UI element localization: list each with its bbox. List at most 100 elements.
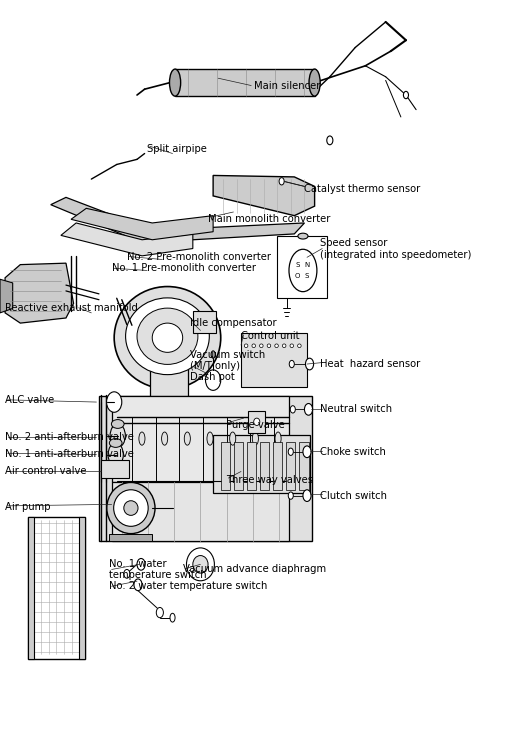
Text: No. 2 water temperature switch: No. 2 water temperature switch bbox=[109, 581, 267, 591]
Polygon shape bbox=[0, 279, 13, 313]
Bar bbox=[260, 442, 269, 490]
Text: S: S bbox=[295, 262, 300, 268]
Ellipse shape bbox=[275, 432, 281, 445]
Ellipse shape bbox=[137, 558, 145, 570]
Bar bbox=[101, 460, 130, 478]
Text: ALC valve: ALC valve bbox=[5, 395, 54, 405]
Ellipse shape bbox=[267, 344, 271, 347]
Ellipse shape bbox=[279, 178, 284, 185]
Ellipse shape bbox=[289, 360, 294, 368]
Ellipse shape bbox=[305, 404, 313, 415]
Text: No. 2 Pre-monolith converter: No. 2 Pre-monolith converter bbox=[127, 251, 271, 262]
Polygon shape bbox=[213, 175, 314, 216]
Text: No. 1 Pre-monolith converter: No. 1 Pre-monolith converter bbox=[112, 263, 255, 273]
Text: Main silencer: Main silencer bbox=[254, 80, 320, 91]
Text: N: N bbox=[304, 262, 310, 268]
Text: Neutral switch: Neutral switch bbox=[319, 404, 392, 414]
Text: No. 1 anti-afterburn valve: No. 1 anti-afterburn valve bbox=[5, 449, 134, 459]
Ellipse shape bbox=[114, 490, 148, 526]
Ellipse shape bbox=[110, 424, 125, 447]
Bar bbox=[300, 442, 309, 490]
Text: Vacuum advance diaphragm: Vacuum advance diaphragm bbox=[183, 564, 326, 575]
Ellipse shape bbox=[306, 358, 313, 370]
Ellipse shape bbox=[297, 344, 301, 347]
Bar bbox=[150, 341, 188, 396]
Text: Heat  hazard sensor: Heat hazard sensor bbox=[319, 359, 420, 369]
Ellipse shape bbox=[303, 490, 311, 501]
Text: Vacuum switch: Vacuum switch bbox=[190, 350, 266, 360]
Ellipse shape bbox=[169, 69, 181, 96]
Polygon shape bbox=[175, 69, 314, 96]
Ellipse shape bbox=[124, 501, 138, 515]
Text: No. 2 anti-afterburn valve: No. 2 anti-afterburn valve bbox=[5, 432, 134, 442]
Ellipse shape bbox=[114, 287, 221, 389]
Text: Air control valve: Air control valve bbox=[5, 466, 87, 477]
Ellipse shape bbox=[137, 308, 198, 365]
Ellipse shape bbox=[403, 91, 409, 99]
Ellipse shape bbox=[260, 344, 263, 347]
Ellipse shape bbox=[134, 579, 142, 591]
Text: Main monolith converter: Main monolith converter bbox=[208, 214, 330, 224]
Ellipse shape bbox=[106, 392, 122, 412]
Ellipse shape bbox=[107, 482, 155, 534]
Text: Control unit: Control unit bbox=[241, 330, 300, 341]
Ellipse shape bbox=[290, 406, 295, 413]
Ellipse shape bbox=[309, 69, 320, 96]
Text: (M/T only): (M/T only) bbox=[190, 361, 240, 371]
Text: Choke switch: Choke switch bbox=[319, 447, 386, 458]
Ellipse shape bbox=[108, 443, 123, 466]
Ellipse shape bbox=[184, 432, 190, 445]
Ellipse shape bbox=[110, 439, 122, 447]
Bar bbox=[213, 435, 310, 493]
Text: (integrated into speedometer): (integrated into speedometer) bbox=[319, 250, 471, 260]
Ellipse shape bbox=[186, 548, 215, 580]
Ellipse shape bbox=[230, 432, 236, 445]
Ellipse shape bbox=[193, 556, 208, 573]
Bar bbox=[112, 482, 289, 541]
Bar bbox=[241, 333, 307, 387]
Text: temperature switch: temperature switch bbox=[109, 570, 207, 580]
Text: O: O bbox=[295, 273, 300, 279]
Bar bbox=[234, 442, 243, 490]
Ellipse shape bbox=[112, 420, 124, 428]
Text: Three way valves: Three way valves bbox=[226, 474, 313, 485]
Ellipse shape bbox=[207, 432, 213, 445]
Bar bbox=[221, 442, 230, 490]
Polygon shape bbox=[5, 263, 74, 323]
Ellipse shape bbox=[244, 344, 248, 347]
Text: Reactive exhaust manifold: Reactive exhaust manifold bbox=[5, 303, 138, 313]
Ellipse shape bbox=[125, 298, 209, 374]
Ellipse shape bbox=[170, 613, 175, 622]
Bar bbox=[286, 442, 295, 490]
Ellipse shape bbox=[124, 569, 130, 578]
Ellipse shape bbox=[288, 448, 293, 455]
Text: Air pump: Air pump bbox=[5, 501, 51, 512]
Polygon shape bbox=[99, 396, 312, 541]
Bar bbox=[247, 442, 256, 490]
Text: Dash pot: Dash pot bbox=[190, 372, 235, 382]
Bar bbox=[112, 396, 289, 482]
Ellipse shape bbox=[156, 607, 163, 618]
Ellipse shape bbox=[152, 323, 183, 352]
Bar bbox=[28, 517, 34, 659]
Ellipse shape bbox=[303, 446, 311, 458]
Text: Purge valve: Purge valve bbox=[226, 420, 285, 430]
Ellipse shape bbox=[254, 418, 260, 425]
Ellipse shape bbox=[162, 432, 167, 445]
Text: Idle compensator: Idle compensator bbox=[190, 318, 277, 328]
Text: Split airpipe: Split airpipe bbox=[147, 144, 207, 154]
Bar bbox=[193, 311, 216, 333]
Ellipse shape bbox=[275, 344, 279, 347]
Polygon shape bbox=[61, 223, 193, 256]
Ellipse shape bbox=[211, 351, 215, 358]
Text: Catalyst thermo sensor: Catalyst thermo sensor bbox=[305, 183, 421, 194]
Bar bbox=[276, 236, 327, 298]
Polygon shape bbox=[51, 197, 305, 243]
Ellipse shape bbox=[205, 370, 221, 390]
Ellipse shape bbox=[298, 233, 308, 239]
Ellipse shape bbox=[288, 492, 293, 499]
Bar bbox=[79, 517, 85, 659]
Text: S: S bbox=[305, 273, 309, 279]
Polygon shape bbox=[71, 208, 213, 240]
Ellipse shape bbox=[327, 136, 333, 145]
